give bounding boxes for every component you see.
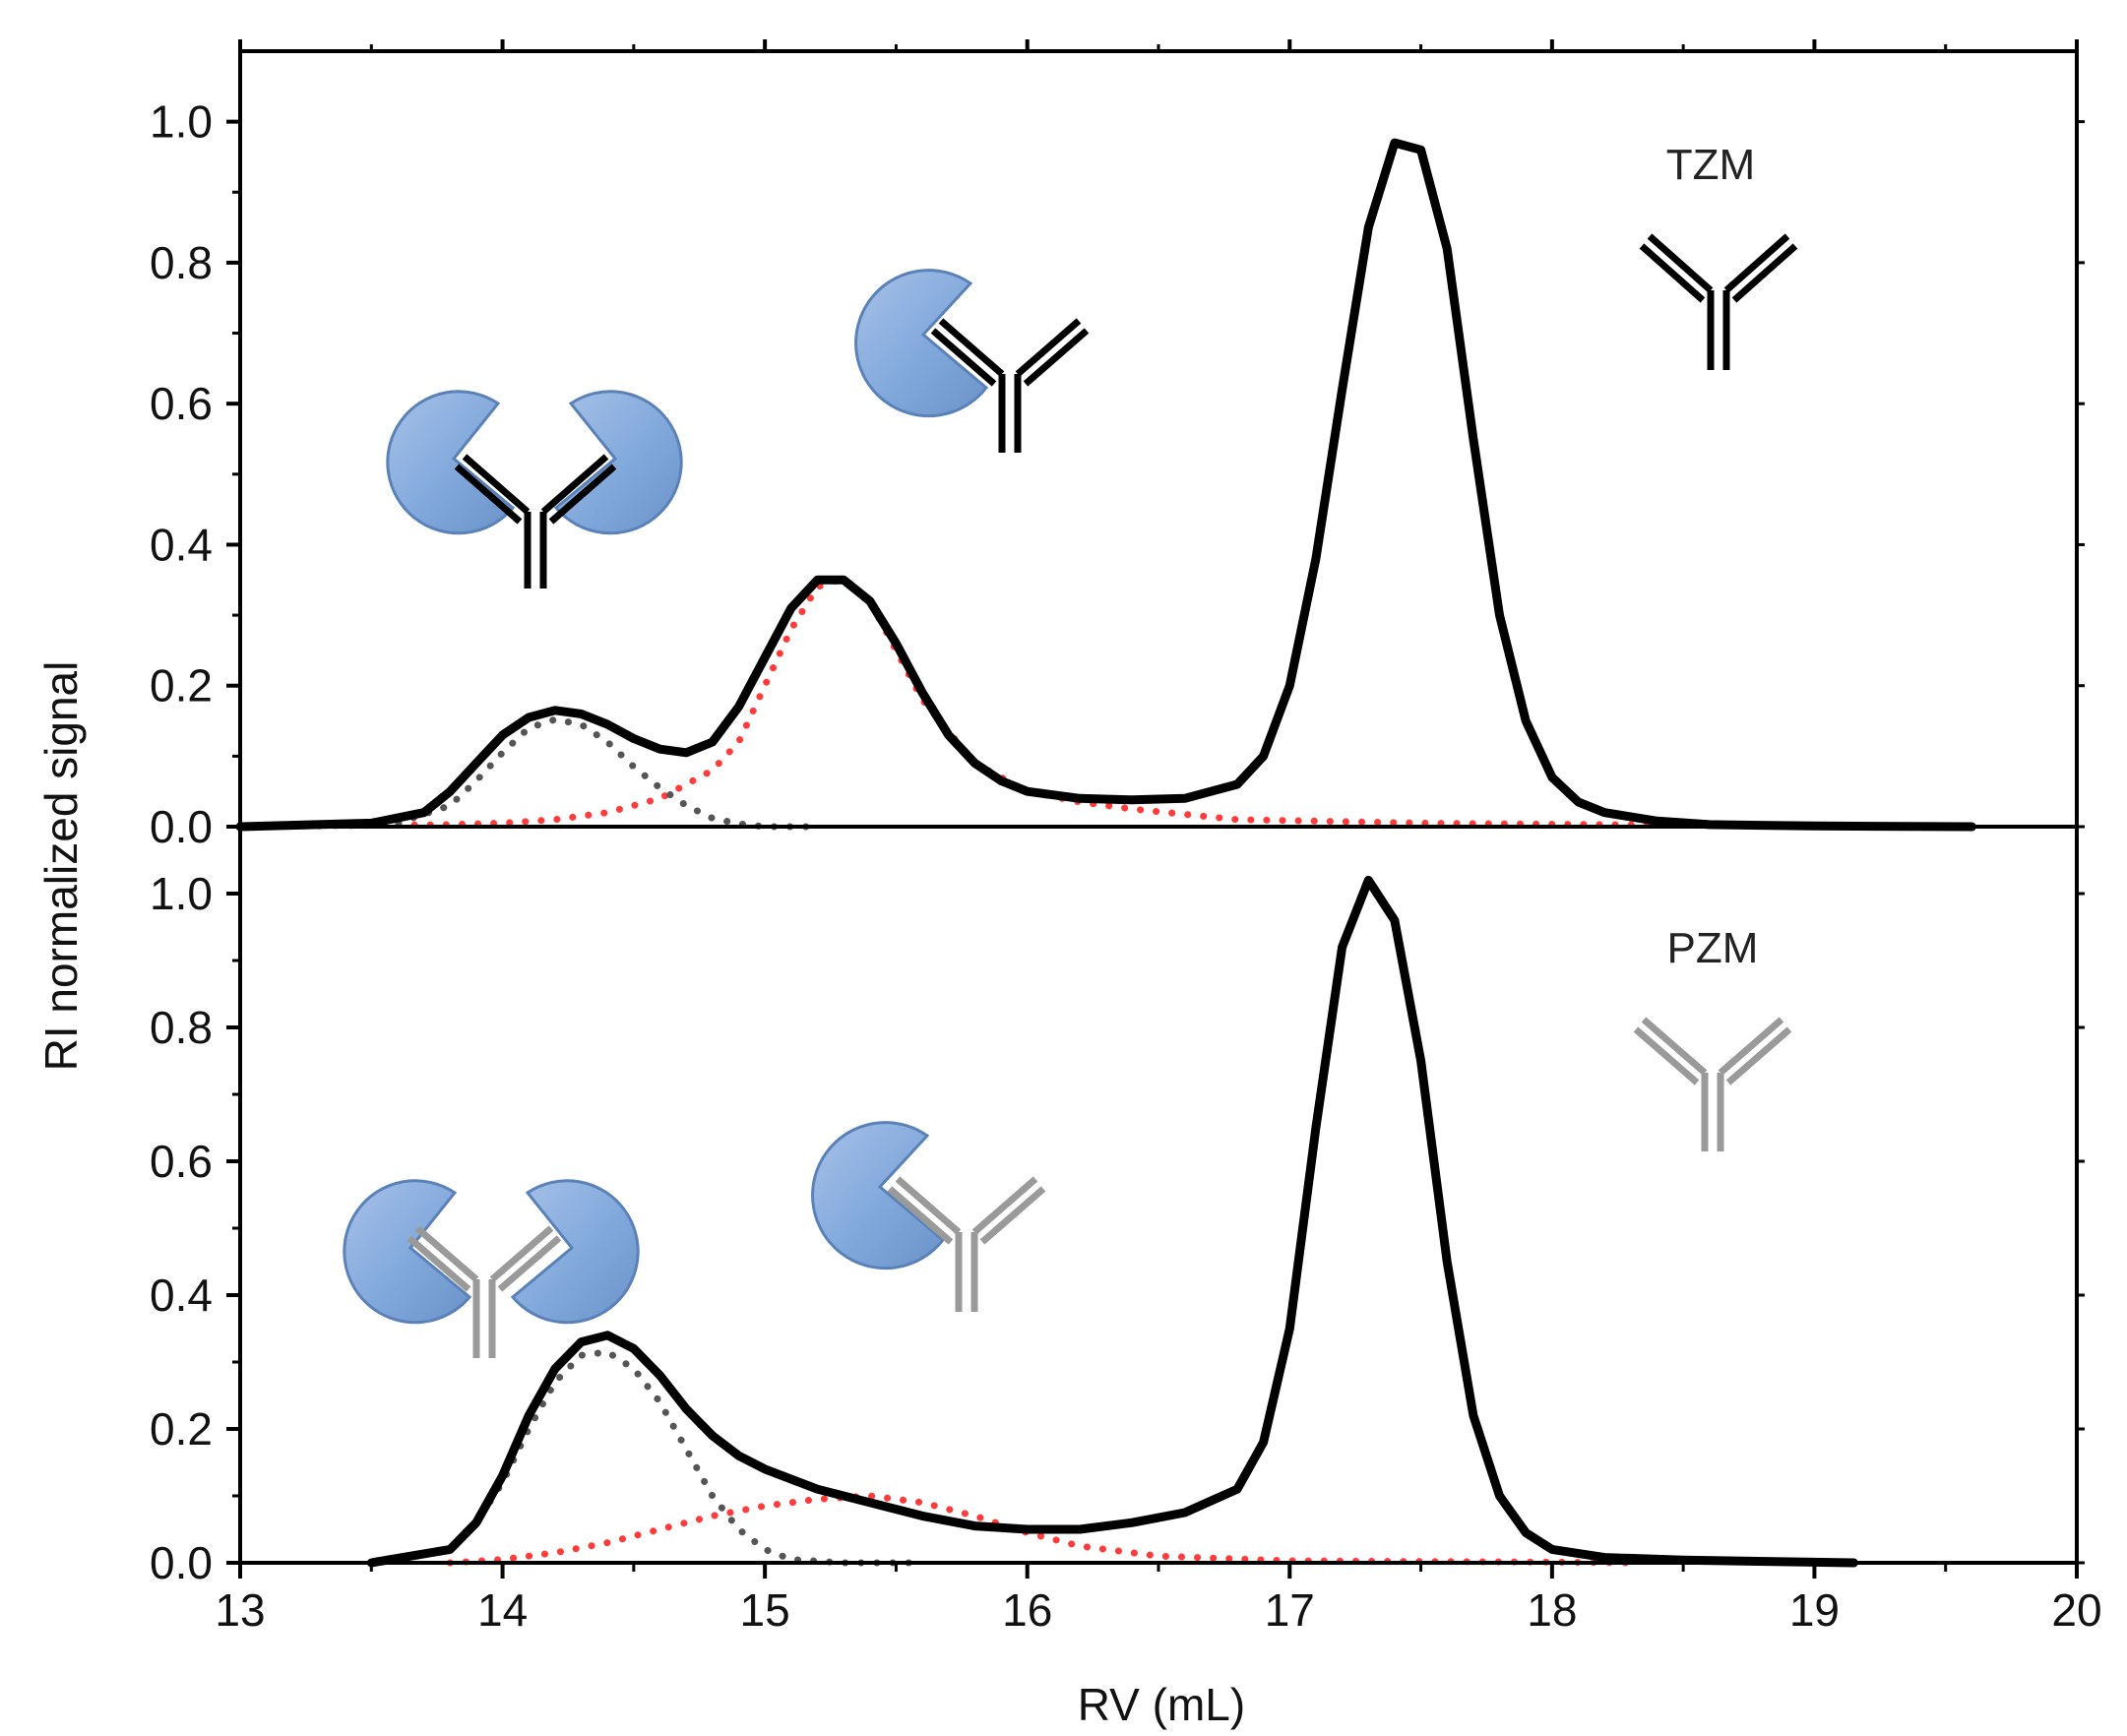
antibody-one-receptor-complex-icon [854,269,1090,453]
x-tick-label: 20 [2051,1584,2101,1636]
x-tick-label: 16 [1002,1584,1052,1636]
x-tick-label: 19 [1789,1584,1840,1636]
plot-frame [238,49,2079,1565]
antibody-one-receptor-complex-icon [811,1121,1046,1312]
tzm-series-fit-2to1-complex [236,715,821,831]
pzm-series-fit-1to1-complex [446,1492,1635,1567]
tzm-series-ri-signal [235,138,1976,832]
receptor-disk-icon [553,390,683,535]
y-tick-label: 0.8 [150,237,213,288]
x-tick-label: 17 [1265,1584,1315,1636]
y-tick-label: 0.8 [150,1002,213,1053]
y-tick-label: 1.0 [150,868,213,919]
antibody-two-receptor-complex-icon [343,1179,640,1358]
x-tick-label: 18 [1527,1584,1577,1636]
receptor-disk-icon [386,390,516,535]
antibody-two-receptor-complex-icon [386,390,683,589]
panel-label-pzm: PZM [1667,924,1759,972]
y-tick-label: 0.0 [150,1537,213,1588]
panel-label-tzm: TZM [1666,141,1755,189]
pzm-series-fit-2to1-complex [367,1348,926,1567]
y-tick-label: 0.6 [150,378,213,429]
y-tick-label: 0.6 [150,1136,213,1187]
x-tick-label: 13 [215,1584,265,1636]
receptor-disk-icon [343,1179,472,1325]
receptor-disk-icon [510,1179,640,1325]
x-tick-label: 15 [740,1584,790,1636]
y-tick-label: 0.4 [150,1270,213,1321]
y-tick-label: 0.4 [150,519,213,570]
y-axis-title: RI normalized signal [35,661,87,1072]
pzm-series-ri-signal [366,875,1858,1568]
y-tick-label: 1.0 [150,96,213,148]
antibody-icon [1639,233,1798,370]
tzm-series-fit-1to1-complex [236,575,1975,831]
receptor-disk-icon [854,269,989,418]
receptor-disk-icon [811,1121,946,1271]
y-tick-label: 0.2 [150,1403,213,1455]
x-axis-title: RV (mL) [1078,1679,1245,1730]
antibody-icon [1633,1017,1792,1151]
x-tick-label: 14 [477,1584,528,1636]
y-tick-label: 0.0 [150,801,213,852]
y-tick-label: 0.2 [150,660,213,712]
